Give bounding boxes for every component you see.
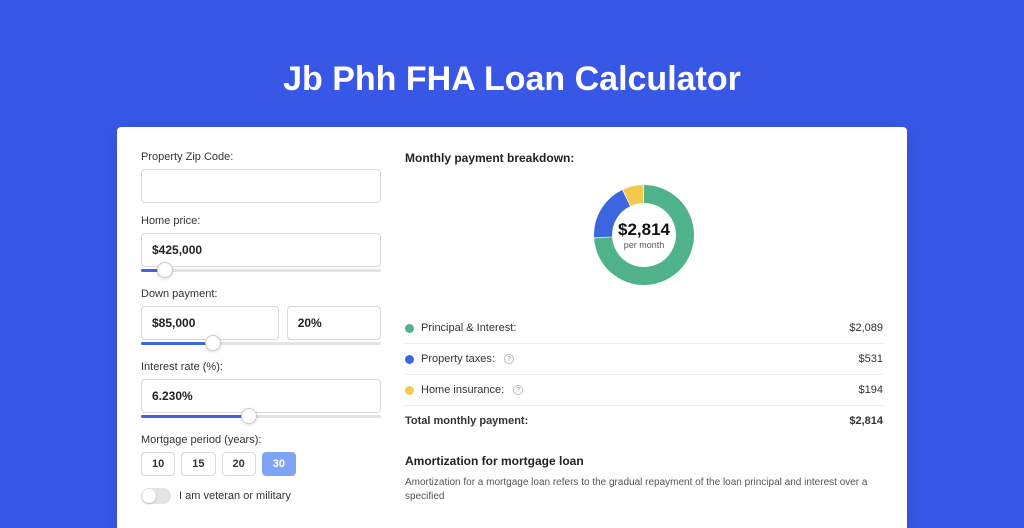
legend-row: Property taxes:? $531 <box>405 344 883 375</box>
slider-thumb[interactable] <box>205 335 221 351</box>
slider-thumb[interactable] <box>241 408 257 424</box>
amortization-block: Amortization for mortgage loan Amortizat… <box>405 454 883 504</box>
legend-label: Home insurance: <box>421 384 504 396</box>
veteran-toggle[interactable] <box>141 488 171 504</box>
donut-sub: per month <box>624 240 665 250</box>
legend-value: $531 <box>859 353 883 365</box>
zip-label: Property Zip Code: <box>141 151 381 163</box>
home-price-input[interactable] <box>141 233 381 267</box>
mortgage-period-option[interactable]: 30 <box>262 452 296 476</box>
home-price-field: Home price: <box>141 215 381 276</box>
veteran-label: I am veteran or military <box>179 490 291 502</box>
interest-rate-input[interactable] <box>141 379 381 413</box>
mortgage-period-option[interactable]: 20 <box>222 452 256 476</box>
mortgage-period-label: Mortgage period (years): <box>141 434 381 446</box>
page-title: Jb Phh FHA Loan Calculator <box>0 0 1024 127</box>
input-column: Property Zip Code: Home price: Down paym… <box>141 151 381 504</box>
legend-dot <box>405 324 414 333</box>
legend-row: Home insurance:? $194 <box>405 375 883 406</box>
toggle-knob <box>142 489 156 503</box>
donut-amount: $2,814 <box>618 220 670 240</box>
home-price-label: Home price: <box>141 215 381 227</box>
interest-rate-slider[interactable] <box>141 410 381 422</box>
legend-label: Property taxes: <box>421 353 495 365</box>
total-label: Total monthly payment: <box>405 415 528 427</box>
zip-input[interactable] <box>141 169 381 203</box>
mortgage-period-option[interactable]: 15 <box>181 452 215 476</box>
legend: Principal & Interest: $2,089 Property taxe… <box>405 313 883 406</box>
legend-dot <box>405 386 414 395</box>
down-payment-percent-input[interactable] <box>287 306 381 340</box>
breakdown-heading: Monthly payment breakdown: <box>405 151 883 165</box>
down-payment-field: Down payment: <box>141 288 381 349</box>
zip-field: Property Zip Code: <box>141 151 381 203</box>
home-price-slider[interactable] <box>141 264 381 276</box>
legend-dot <box>405 355 414 364</box>
legend-row: Principal & Interest: $2,089 <box>405 313 883 344</box>
info-icon[interactable]: ? <box>513 385 523 395</box>
breakdown-column: Monthly payment breakdown: $2,814 per mo… <box>405 151 883 504</box>
interest-rate-label: Interest rate (%): <box>141 361 381 373</box>
legend-label: Principal & Interest: <box>421 322 516 334</box>
mortgage-period-field: Mortgage period (years): 1015 2030 <box>141 434 381 476</box>
total-value: $2,814 <box>849 415 883 427</box>
legend-value: $2,089 <box>849 322 883 334</box>
amortization-text: Amortization for a mortgage loan refers … <box>405 476 883 504</box>
amortization-title: Amortization for mortgage loan <box>405 454 883 468</box>
calculator-card: Property Zip Code: Home price: Down paym… <box>117 127 907 528</box>
veteran-row: I am veteran or military <box>141 488 381 504</box>
legend-value: $194 <box>859 384 883 396</box>
interest-rate-field: Interest rate (%): <box>141 361 381 422</box>
mortgage-period-option[interactable]: 10 <box>141 452 175 476</box>
mortgage-period-options: 1015 2030 <box>141 452 381 476</box>
donut-center: $2,814 per month <box>584 175 704 295</box>
payment-donut-chart: $2,814 per month <box>584 175 704 295</box>
down-payment-slider[interactable] <box>141 337 381 349</box>
slider-thumb[interactable] <box>157 262 173 278</box>
total-row: Total monthly payment: $2,814 <box>405 406 883 436</box>
down-payment-label: Down payment: <box>141 288 381 300</box>
info-icon[interactable]: ? <box>504 354 514 364</box>
